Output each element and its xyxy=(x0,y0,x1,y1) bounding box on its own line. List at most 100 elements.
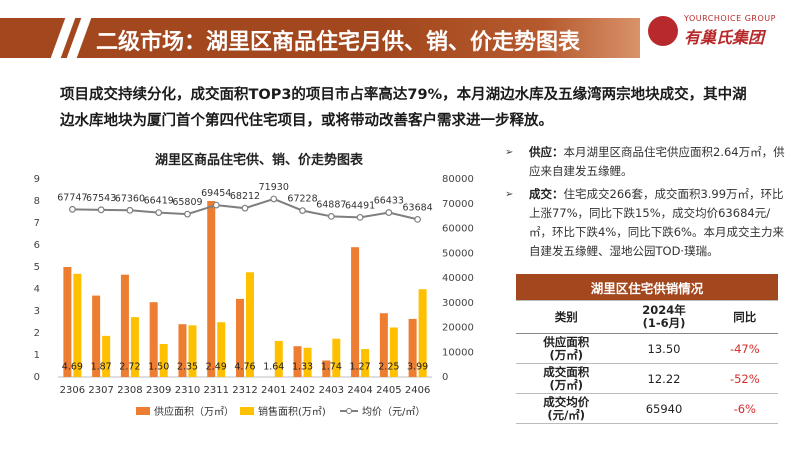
sales-bar xyxy=(418,289,427,377)
row-value: 13.50 xyxy=(616,333,712,364)
x-tick-label: 2308 xyxy=(117,385,142,396)
y-tick-label: 2 xyxy=(34,328,40,339)
title-band xyxy=(0,18,640,58)
supply-bar xyxy=(351,247,360,377)
price-point xyxy=(327,213,335,220)
supply-bar xyxy=(149,302,158,377)
y-tick-label: 1 xyxy=(34,350,40,361)
price-data-label: 65809 xyxy=(172,197,202,208)
supply-bar xyxy=(178,324,187,377)
legend-supply-label: 供应面积（万㎡） xyxy=(154,407,234,418)
y2-tick-label: 0 xyxy=(442,372,448,383)
price-point xyxy=(155,209,163,217)
price-point xyxy=(414,215,422,223)
price-point xyxy=(241,204,249,212)
sales-data-label: 2.25 xyxy=(378,362,399,373)
sales-bar xyxy=(73,273,82,377)
price-point xyxy=(356,213,364,221)
sales-bar xyxy=(102,335,111,377)
table-row: 成交面积 (万㎡) 12.22 -52% xyxy=(516,363,778,394)
sales-bar xyxy=(389,327,398,377)
y2-tick-label: 70000 xyxy=(442,199,474,210)
page-title: 二级市场：湖里区商品住宅月供、销、价走势图表 xyxy=(96,30,581,55)
price-data-label: 64491 xyxy=(345,200,375,211)
sales-data-label: 4.76 xyxy=(234,362,255,373)
row-value: 12.22 xyxy=(616,363,712,394)
sales-data-label: 1.50 xyxy=(148,362,169,373)
x-tick-label: 2402 xyxy=(290,385,315,396)
price-data-label: 67360 xyxy=(115,193,145,204)
price-data-label: 64887 xyxy=(316,199,346,210)
y-tick-label: 3 xyxy=(34,306,40,317)
sales-bar xyxy=(332,338,341,377)
sales-data-label: 2.49 xyxy=(206,362,227,373)
bullet-text: 本月湖里区商品住宅供应面积2.64万㎡，供应来自建发五缘鲤。 xyxy=(529,145,785,178)
summary-bullets: ➢ 供应：本月湖里区商品住宅供应面积2.64万㎡，供应来自建发五缘鲤。 ➢ 成交… xyxy=(505,143,790,265)
table-header: 类别 xyxy=(516,300,617,334)
sales-bar xyxy=(188,325,197,377)
price-data-label: 68212 xyxy=(230,191,260,202)
price-point xyxy=(184,210,191,218)
sales-data-label: 2.35 xyxy=(177,362,198,373)
y-tick-label: 5 xyxy=(34,262,40,273)
supply-bar xyxy=(207,201,216,377)
row-category: 成交面积 (万㎡) xyxy=(516,363,617,394)
supply-sales-table: 湖里区住宅供销情况 类别 2024年 (1-6月) 同比 供应面积 (万㎡) 13.… xyxy=(516,274,778,424)
x-tick-label: 2311 xyxy=(204,385,229,396)
bullet-label: 供应： xyxy=(529,145,564,159)
sales-bar xyxy=(361,349,370,377)
y2-tick-label: 40000 xyxy=(442,273,474,284)
sales-data-label: 1.87 xyxy=(91,362,112,373)
row-yoy: -47% xyxy=(711,333,778,364)
supply-bar xyxy=(92,295,101,377)
price-data-label: 66433 xyxy=(374,196,404,207)
bullet-sales: ➢ 成交：住宅成交266套，成交面积3.99万㎡，环比上涨77%，同比下跌15%… xyxy=(505,185,790,261)
y-tick-label: 0 xyxy=(34,372,40,383)
supply-bar xyxy=(408,318,417,377)
x-tick-label: 2403 xyxy=(319,385,344,396)
x-tick-label: 2405 xyxy=(376,385,401,396)
y2-tick-label: 80000 xyxy=(442,174,474,185)
legend-sales-swatch xyxy=(240,406,254,415)
table-header: 同比 xyxy=(711,300,778,334)
table-row: 成交均价 (元/㎡) 65940 -6% xyxy=(516,393,778,424)
price-point xyxy=(385,209,393,216)
price-point xyxy=(212,201,220,209)
x-tick-label: 2404 xyxy=(347,385,372,396)
y-tick-label: 8 xyxy=(34,196,40,207)
table-row: 供应面积 (万㎡) 13.50 -47% xyxy=(516,333,778,364)
logo-cn-text: 有巢氏集团 xyxy=(684,28,765,47)
supply-bar xyxy=(293,346,302,377)
bullet-text: 住宅成交266套，成交面积3.99万㎡，环比上涨77%，同比下跌15%，成交均价… xyxy=(529,187,784,258)
y2-tick-label: 10000 xyxy=(442,347,474,358)
legend-price: 均价（元/㎡） xyxy=(340,403,425,418)
sales-data-label: 3.99 xyxy=(407,362,428,373)
row-category: 成交均价 (元/㎡) xyxy=(516,393,617,424)
supply-bar xyxy=(63,267,72,377)
price-data-label: 66419 xyxy=(144,196,174,207)
x-tick-label: 2406 xyxy=(405,385,430,396)
logo: YOURCHOICE GROUP 有巢氏集团 xyxy=(648,12,788,52)
legend-price-label: 均价（元/㎡） xyxy=(362,407,426,418)
sales-data-label: 1.33 xyxy=(292,362,313,373)
sales-bar xyxy=(159,344,168,377)
x-tick-label: 2307 xyxy=(88,385,113,396)
bullet-supply: ➢ 供应：本月湖里区商品住宅供应面积2.64万㎡，供应来自建发五缘鲤。 xyxy=(505,143,790,181)
sales-data-label: 2.72 xyxy=(119,362,140,373)
table-header: 2024年 (1-6月) xyxy=(616,300,712,334)
sales-bar xyxy=(274,340,283,377)
y-tick-label: 9 xyxy=(34,174,40,185)
y2-tick-label: 60000 xyxy=(442,224,474,235)
legend-supply-swatch xyxy=(136,406,150,415)
row-category: 供应面积 (万㎡) xyxy=(516,333,617,364)
supply-bar xyxy=(322,360,331,377)
y2-tick-label: 20000 xyxy=(442,323,474,334)
price-data-label: 67747 xyxy=(57,192,87,203)
row-yoy: -52% xyxy=(711,363,778,394)
price-data-label: 63684 xyxy=(402,202,432,213)
price-point xyxy=(270,195,278,203)
sales-data-label: 4.69 xyxy=(62,362,83,373)
y2-tick-label: 30000 xyxy=(442,298,474,309)
price-point xyxy=(68,205,76,213)
sales-data-label: 1.74 xyxy=(321,362,342,373)
